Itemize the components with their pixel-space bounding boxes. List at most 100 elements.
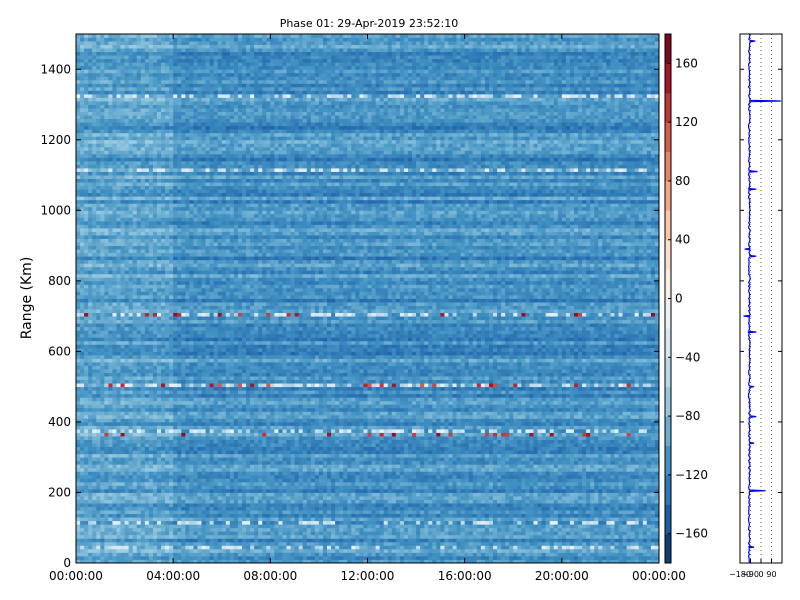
heatmap-cell (387, 538, 393, 543)
heatmap-cell (383, 534, 389, 539)
heatmap-cell (573, 453, 579, 458)
heatmap-cell (335, 481, 340, 486)
heatmap-cell (197, 524, 202, 529)
heatmap-cell (136, 499, 142, 504)
heatmap-cell (270, 506, 275, 511)
heatmap-cell (545, 467, 551, 472)
heatmap-cell (327, 464, 332, 469)
heatmap-cell (209, 520, 215, 525)
heatmap-cell (416, 503, 421, 507)
heatmap-cell (403, 467, 409, 472)
heatmap-cell (148, 510, 154, 515)
heatmap-cell (424, 513, 429, 518)
heatmap-cell (375, 460, 381, 465)
heatmap-cell (359, 471, 364, 476)
heatmap-cell (189, 450, 194, 455)
heatmap-cell (217, 506, 223, 511)
heatmap-cell (310, 464, 316, 469)
heatmap-cell (545, 488, 551, 493)
heatmap-cell (525, 453, 530, 458)
heatmap-cell (480, 460, 486, 465)
heatmap-cell (610, 457, 615, 462)
heatmap-cell (598, 460, 603, 465)
heatmap-cell (88, 503, 93, 507)
heatmap-cell (578, 481, 583, 486)
heatmap-cell (116, 450, 121, 455)
heatmap-cell (201, 443, 206, 448)
heatmap-cell (525, 485, 530, 490)
heatmap-cell (116, 503, 121, 507)
heatmap-cell (201, 495, 206, 500)
heatmap-cell (144, 524, 150, 529)
heatmap-cell (335, 478, 340, 483)
heatmap-cell (638, 443, 644, 448)
heatmap-cell (432, 506, 437, 511)
heatmap-cell (327, 527, 332, 532)
heatmap-cell (104, 541, 109, 546)
heatmap-cell (472, 552, 478, 557)
heatmap-cell (181, 545, 186, 550)
heatmap-cell (594, 513, 599, 518)
heatmap-cell (104, 527, 109, 532)
heatmap-cell (359, 467, 364, 472)
heatmap-cell (116, 464, 121, 469)
heatmap-cell (104, 443, 109, 448)
heatmap-cell (650, 531, 656, 536)
heatmap-cell (638, 506, 644, 511)
heatmap-cell (189, 517, 194, 522)
heatmap-cell (355, 457, 360, 462)
heatmap-cell (193, 492, 198, 497)
heatmap-cell (549, 534, 555, 539)
heatmap-cell (286, 478, 291, 483)
heatmap-cell (412, 506, 417, 511)
heatmap-cell (642, 538, 648, 543)
heatmap-cell (177, 548, 182, 553)
heatmap-cell (310, 446, 316, 451)
heatmap-cell (456, 555, 462, 560)
heatmap-cell (412, 503, 417, 507)
heatmap-cell (327, 499, 332, 504)
heatmap-cell (456, 467, 462, 472)
heatmap-cell (96, 492, 101, 497)
heatmap-cell (282, 474, 287, 479)
heatmap-cell (642, 517, 648, 522)
heatmap-cell (456, 471, 462, 476)
heatmap-cell (108, 517, 113, 522)
heatmap-cell (278, 467, 283, 472)
heatmap-cell (294, 534, 300, 539)
heatmap-cell (646, 471, 652, 476)
heatmap-cell (314, 467, 320, 472)
heatmap-cell (598, 534, 603, 539)
heatmap-cell (331, 541, 336, 546)
heatmap-cell (173, 485, 178, 490)
heatmap-cell (298, 471, 304, 476)
heatmap-cell (654, 541, 660, 546)
heatmap-cell (622, 460, 628, 465)
heatmap-cell (152, 552, 158, 557)
heatmap-cell (476, 520, 482, 525)
heatmap-cell (310, 517, 316, 522)
heatmap-cell (161, 439, 166, 444)
heatmap-cell (399, 541, 405, 546)
heatmap-cell (614, 478, 619, 483)
heatmap-cell (557, 506, 563, 511)
heatmap-cell (578, 446, 583, 451)
heatmap-cell (161, 513, 166, 518)
heatmap-cell (412, 513, 417, 518)
heatmap-cell (521, 524, 526, 529)
heatmap-cell (165, 503, 170, 507)
heatmap-cell (343, 527, 348, 532)
heatmap-cell (286, 485, 291, 490)
heatmap-cell (84, 450, 89, 455)
heatmap-cell (387, 534, 393, 539)
heatmap-cell (622, 506, 628, 511)
heatmap-cell (484, 541, 490, 546)
heatmap-cell (84, 478, 89, 483)
heatmap-cell (80, 524, 85, 529)
heatmap-cell (335, 457, 340, 462)
heatmap-cell (266, 506, 271, 511)
heatmap-cell (177, 464, 182, 469)
heatmap-cell (650, 541, 656, 546)
heatmap-cell (229, 559, 235, 564)
heatmap-cell (351, 471, 356, 476)
